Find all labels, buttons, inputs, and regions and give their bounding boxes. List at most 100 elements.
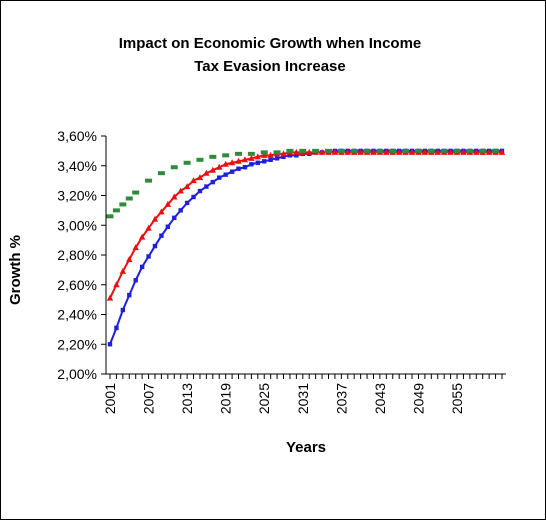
data-point [114, 325, 119, 331]
data-point [228, 159, 236, 166]
data-point [132, 244, 139, 251]
data-point [242, 165, 248, 170]
data-point [440, 148, 448, 153]
data-point [376, 148, 384, 153]
data-point [113, 281, 120, 288]
data-point [294, 153, 299, 158]
data-point [241, 156, 249, 163]
data-point [421, 148, 429, 155]
data-point [434, 148, 441, 155]
data-point [389, 148, 397, 153]
data-point [133, 278, 138, 283]
data-point [331, 148, 339, 155]
data-point [119, 202, 127, 207]
x-tick-label: 2019 [218, 383, 234, 414]
series-line [109, 149, 502, 345]
data-point [203, 169, 210, 176]
data-point [414, 148, 422, 153]
data-point [120, 307, 126, 313]
data-point [324, 148, 332, 153]
data-point [119, 267, 127, 274]
data-point [235, 151, 243, 156]
data-point [183, 160, 191, 165]
data-point [127, 292, 132, 298]
data-point [145, 178, 153, 183]
y-tick-label: 2,00% [57, 366, 97, 382]
data-point [299, 148, 307, 153]
data-point [196, 157, 204, 162]
data-point [344, 148, 351, 155]
data-point [262, 159, 267, 164]
data-point [164, 200, 172, 207]
data-point [408, 148, 416, 155]
data-point [249, 162, 254, 167]
y-tick-label: 3,60% [57, 128, 97, 144]
data-point [107, 342, 113, 347]
data-point [287, 153, 293, 158]
data-point [209, 154, 217, 159]
data-point [447, 148, 454, 155]
x-tick-label: 2037 [333, 383, 349, 414]
data-point [152, 243, 158, 249]
y-tick-label: 2,80% [57, 247, 97, 263]
data-point [112, 208, 120, 213]
data-point [177, 187, 184, 194]
data-point [223, 172, 228, 177]
data-point [158, 208, 165, 215]
data-point [306, 148, 313, 155]
data-point [260, 150, 268, 155]
data-point [165, 224, 171, 229]
data-point [293, 148, 300, 155]
data-point [350, 148, 358, 153]
series-3 [106, 148, 500, 219]
data-point [139, 264, 145, 270]
y-tick-label: 3,20% [57, 188, 97, 204]
data-point [318, 148, 326, 155]
x-tick-label: 2001 [102, 383, 118, 414]
data-point [473, 148, 480, 155]
x-axis-label: Years [286, 439, 326, 456]
data-point [196, 174, 204, 181]
data-point [106, 294, 114, 301]
x-tick-label: 2013 [179, 383, 195, 414]
data-point [146, 254, 151, 259]
data-point [281, 154, 286, 160]
data-point [138, 233, 146, 240]
y-axis-label: Growth % [7, 235, 24, 305]
data-point [170, 165, 178, 170]
data-point [402, 148, 410, 153]
data-point [106, 214, 114, 219]
data-point [383, 148, 390, 155]
x-tick-label: 2007 [141, 383, 157, 414]
data-point [217, 175, 222, 180]
data-point [145, 224, 152, 231]
data-point [191, 194, 196, 200]
data-point [222, 160, 229, 167]
data-point [157, 171, 165, 176]
data-point [286, 148, 294, 153]
data-point [216, 163, 223, 170]
data-point [235, 157, 242, 164]
data-point [125, 196, 133, 201]
data-point [151, 215, 159, 222]
data-point [460, 148, 467, 155]
data-point [159, 233, 164, 238]
chart-title-line-2: Tax Evasion Increase [194, 58, 346, 75]
data-point [267, 151, 274, 158]
x-tick-label: 2043 [372, 383, 388, 414]
data-point [184, 200, 190, 206]
data-point [395, 148, 403, 155]
x-tick-label: 2025 [256, 383, 272, 414]
data-point [274, 156, 280, 161]
data-point [370, 148, 377, 155]
data-point [204, 184, 209, 189]
data-point [357, 148, 364, 155]
data-point [183, 183, 191, 190]
data-point [209, 166, 217, 173]
y-tick-label: 3,00% [57, 217, 97, 233]
data-point [229, 169, 235, 174]
data-point [172, 215, 177, 221]
data-point [273, 150, 281, 155]
